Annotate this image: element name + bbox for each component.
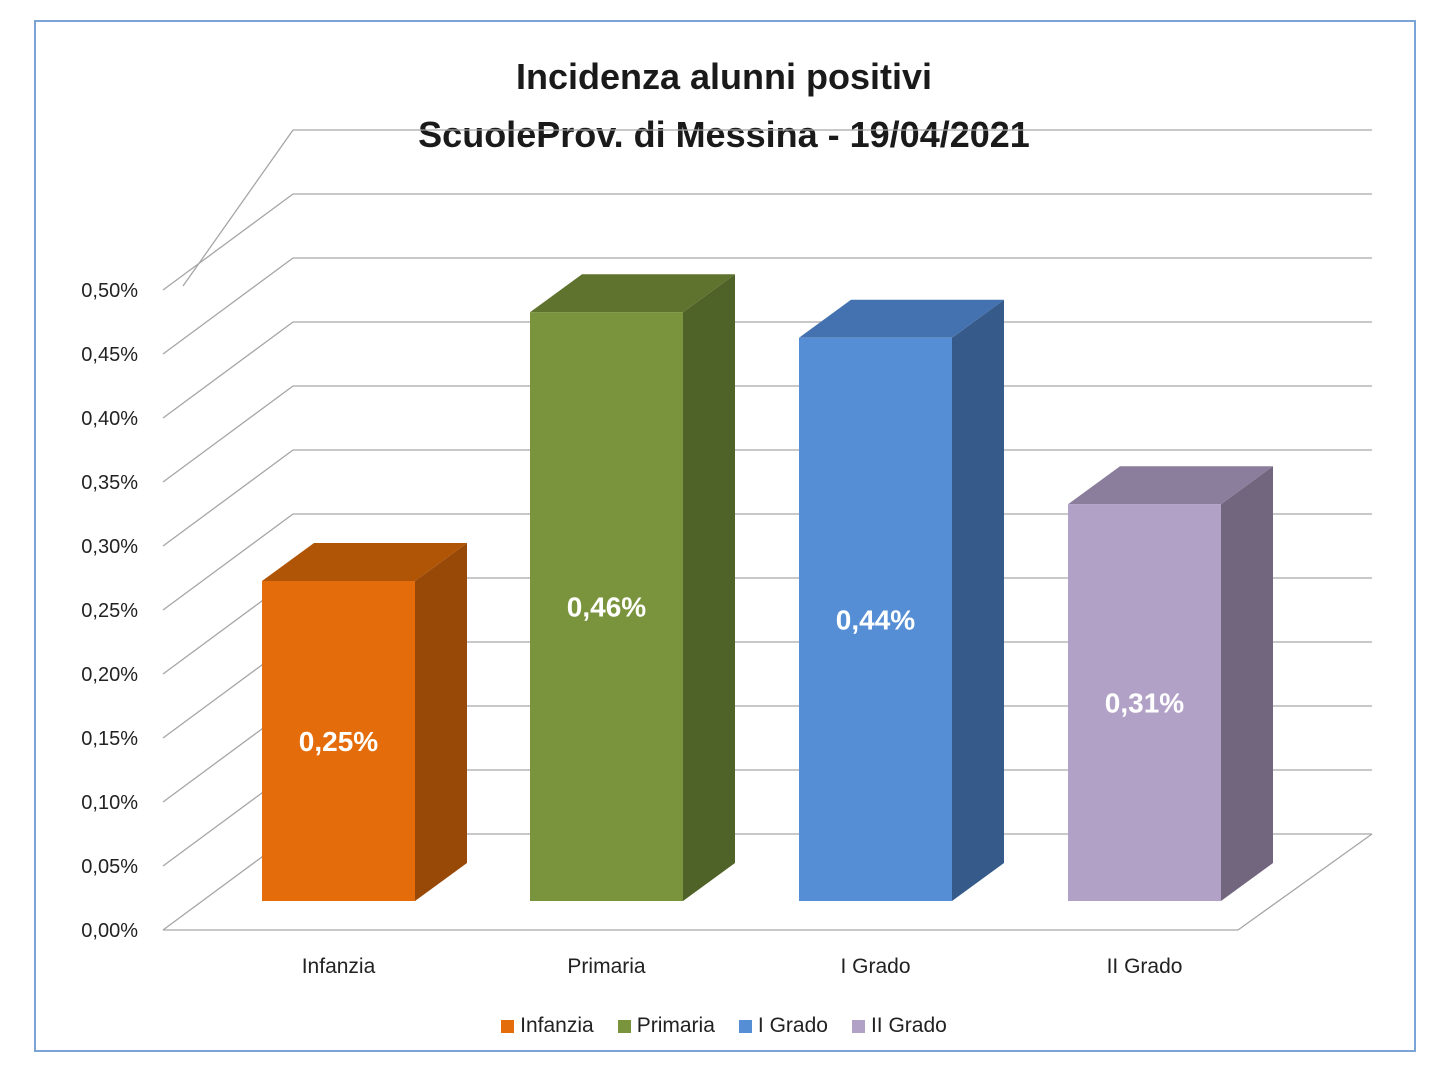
y-tick-label: 0,45% [81, 344, 138, 366]
legend-label: Infanzia [520, 1014, 594, 1037]
x-tick-label: Primaria [567, 955, 645, 978]
y-tick-label: 0,10% [81, 792, 138, 814]
bar-side [952, 299, 1004, 901]
chart-legend: Infanzia Primaria I Grado II Grado [0, 1014, 1448, 1038]
bar-side [683, 274, 735, 901]
gridline-diagonal [182, 129, 294, 287]
bar [799, 337, 952, 901]
x-tick-label: Infanzia [302, 955, 376, 978]
bar-top [530, 274, 735, 313]
bar [530, 312, 683, 901]
legend-item: Infanzia [501, 1014, 594, 1038]
bar [1068, 504, 1221, 901]
x-tick-label: I Grado [840, 955, 910, 978]
bar-side [1221, 466, 1273, 901]
legend-swatch [617, 1019, 631, 1033]
legend-label: I Grado [757, 1014, 828, 1037]
floor-edge-right [1237, 833, 1373, 931]
bar-side [415, 543, 467, 901]
y-tick-label: 0,30% [81, 536, 138, 558]
bar-data-label: 0,31% [1105, 688, 1184, 719]
y-tick-label: 0,35% [81, 472, 138, 494]
gridline-diagonal [162, 385, 294, 483]
bar [262, 581, 415, 901]
y-tick-label: 0,05% [81, 856, 138, 878]
gridline-diagonal [162, 449, 294, 547]
gridline-diagonal [162, 513, 294, 611]
gridline-diagonal [162, 321, 294, 419]
legend-item: II Grado [851, 1014, 947, 1038]
y-tick-label: 0,15% [81, 728, 138, 750]
legend-label: II Grado [870, 1014, 947, 1037]
legend-swatch [851, 1019, 865, 1033]
y-tick-label: 0,20% [81, 664, 138, 686]
legend-swatch [501, 1019, 515, 1033]
bar-top [262, 543, 467, 581]
bar-data-label: 0,44% [836, 604, 915, 635]
y-tick-label: 0,25% [81, 600, 138, 622]
bar-data-label: 0,25% [299, 726, 378, 757]
y-tick-label: 0,50% [81, 280, 138, 302]
legend-item: Primaria [617, 1014, 715, 1038]
bar-data-label: 0,46% [567, 592, 646, 623]
chart-title: Incidenza alunni positivi [515, 56, 933, 97]
y-tick-label: 0,40% [81, 408, 138, 430]
legend-item: I Grado [738, 1014, 828, 1038]
x-tick-label: II Grado [1107, 955, 1183, 978]
y-tick-label: 0,00% [81, 920, 138, 942]
legend-swatch [738, 1019, 752, 1033]
bar-top [799, 299, 1004, 338]
chart-subtitle: ScuoleProv. di Messina - 19/04/2021 [418, 114, 1030, 155]
bar-top [1068, 466, 1273, 505]
gridline-diagonal [162, 257, 294, 355]
legend-label: Primaria [636, 1014, 715, 1037]
gridline-diagonal [162, 193, 294, 291]
